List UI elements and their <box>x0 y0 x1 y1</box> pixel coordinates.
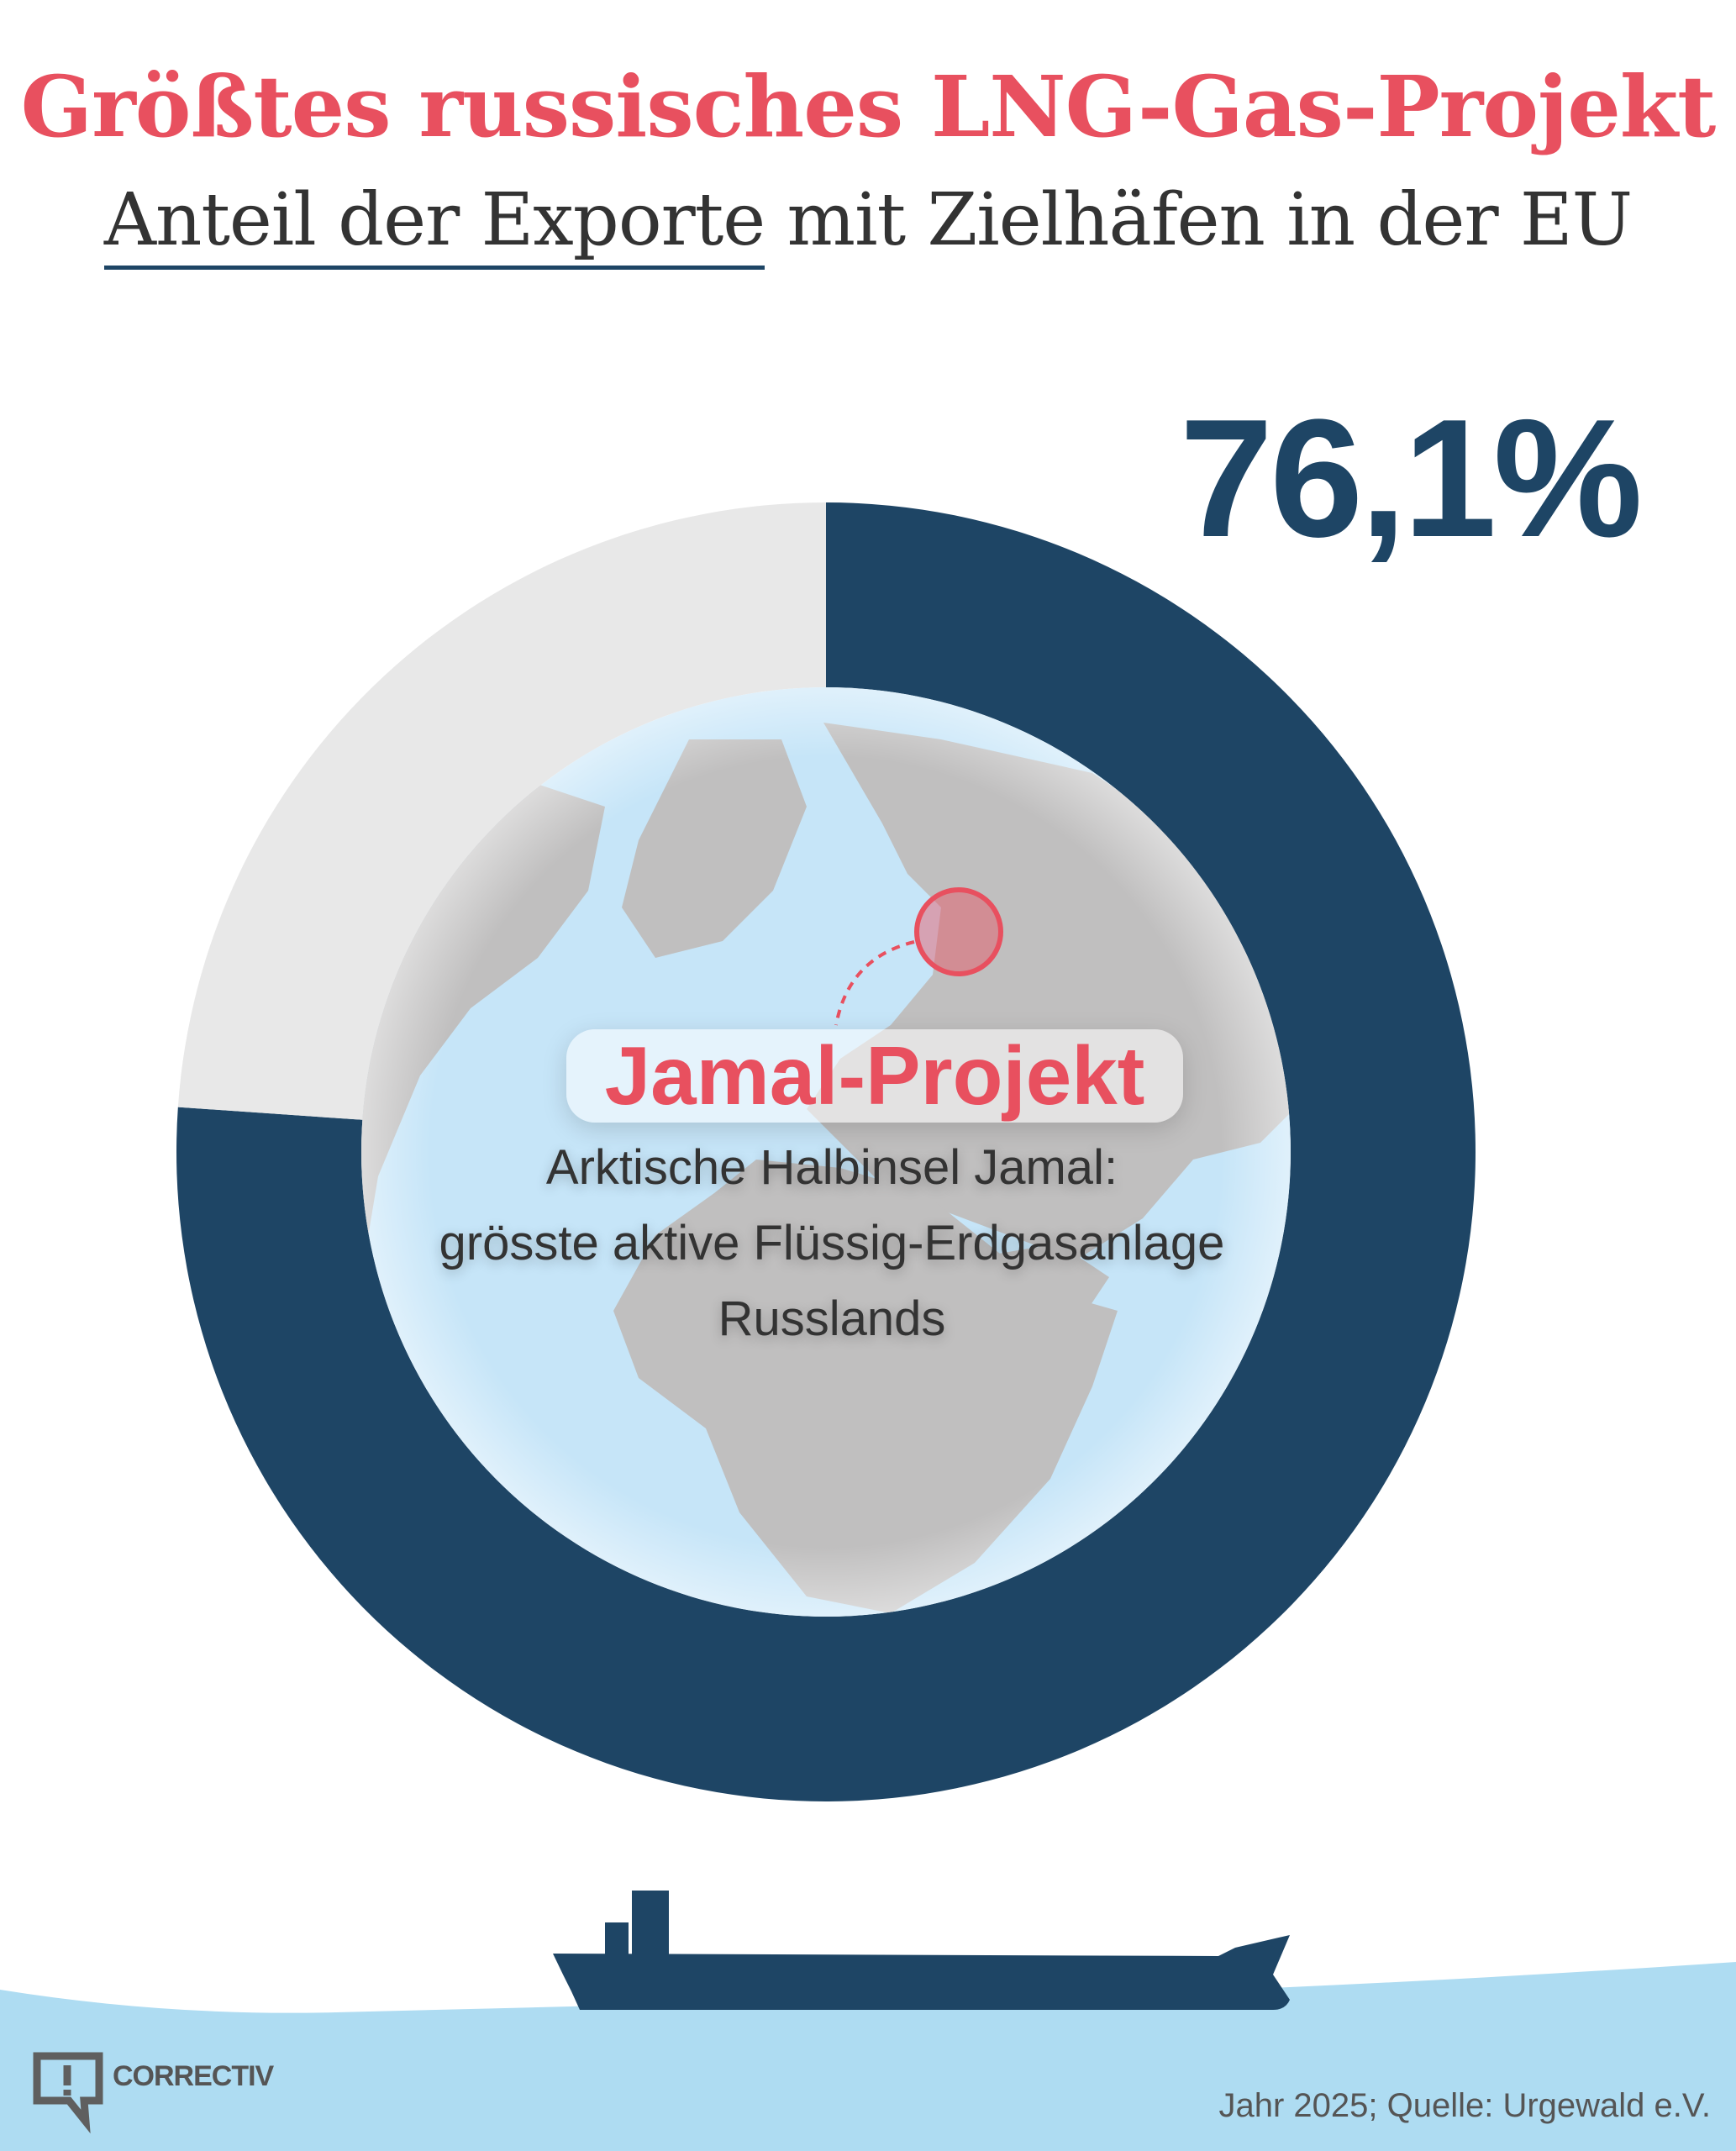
subtitle-underlined: Anteil der Exporte <box>103 178 765 270</box>
source-note: Jahr 2025; Quelle: Urgewald e.V. <box>1218 2087 1711 2124</box>
chart-title: Größtes russisches LNG-Gas-Projekt <box>20 57 1717 156</box>
donut-slice-rest <box>177 502 827 1120</box>
connector-line <box>834 940 915 1026</box>
description-line: Russlands <box>718 1291 946 1346</box>
percentage-value: 76,1% <box>1179 385 1643 572</box>
jamal-description: Arktische Halbinsel Jamal: grösste aktiv… <box>370 1130 1294 1357</box>
subtitle-rest: mit Zielhäfen in der EU <box>765 178 1633 262</box>
correctiv-logo: CORRECTIV <box>113 2060 274 2092</box>
chart-subtitle: Anteil der Exporte mit Zielhäfen in der … <box>0 178 1736 270</box>
description-line: grösste aktive Flüssig-Erdgasanlage <box>439 1216 1225 1270</box>
jamal-label: Jamal-Projekt <box>604 1029 1145 1122</box>
donut-chart <box>176 502 1476 1802</box>
ship-icon <box>553 1891 1290 2010</box>
jamal-label-box: Jamal-Projekt <box>566 1029 1183 1123</box>
water <box>0 1962 1736 2151</box>
jamal-marker <box>914 887 1003 976</box>
description-line: Arktische Halbinsel Jamal: <box>545 1140 1118 1195</box>
correctiv-logo-icon <box>33 2052 103 2134</box>
